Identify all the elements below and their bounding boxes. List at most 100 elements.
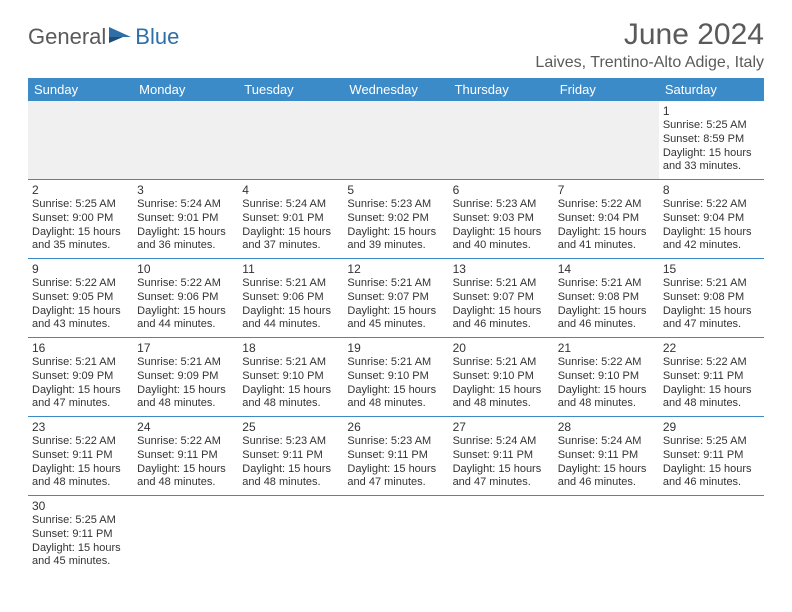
sunrise-text: Sunrise: 5:21 AM xyxy=(453,356,550,370)
daylight-text: Daylight: 15 hours and 33 minutes. xyxy=(663,147,760,175)
daylight-text: Daylight: 15 hours and 41 minutes. xyxy=(558,226,655,254)
location-text: Laives, Trentino-Alto Adige, Italy xyxy=(535,54,764,72)
calendar-cell xyxy=(238,101,343,180)
daylight-text: Daylight: 15 hours and 47 minutes. xyxy=(663,305,760,333)
day-number: 5 xyxy=(347,183,444,197)
day-number: 11 xyxy=(242,262,339,276)
calendar-body: 1Sunrise: 5:25 AMSunset: 8:59 PMDaylight… xyxy=(28,101,764,574)
sunset-text: Sunset: 9:03 PM xyxy=(453,212,550,226)
sunset-text: Sunset: 9:11 PM xyxy=(453,449,550,463)
weekday-header: Saturday xyxy=(659,78,764,101)
calendar-cell xyxy=(449,496,554,575)
calendar-cell: 12Sunrise: 5:21 AMSunset: 9:07 PMDayligh… xyxy=(343,259,448,338)
calendar-cell: 30Sunrise: 5:25 AMSunset: 9:11 PMDayligh… xyxy=(28,496,133,575)
sunrise-text: Sunrise: 5:24 AM xyxy=(137,198,234,212)
brand-text-2: Blue xyxy=(135,24,179,50)
calendar-cell xyxy=(28,101,133,180)
calendar-cell: 4Sunrise: 5:24 AMSunset: 9:01 PMDaylight… xyxy=(238,180,343,259)
calendar-cell: 18Sunrise: 5:21 AMSunset: 9:10 PMDayligh… xyxy=(238,338,343,417)
sunrise-text: Sunrise: 5:21 AM xyxy=(347,277,444,291)
sunset-text: Sunset: 9:11 PM xyxy=(663,449,760,463)
weekday-header: Wednesday xyxy=(343,78,448,101)
weekday-header: Tuesday xyxy=(238,78,343,101)
day-number: 20 xyxy=(453,341,550,355)
calendar-cell: 24Sunrise: 5:22 AMSunset: 9:11 PMDayligh… xyxy=(133,417,238,496)
calendar-cell xyxy=(133,101,238,180)
sunset-text: Sunset: 9:11 PM xyxy=(32,449,129,463)
calendar-cell: 5Sunrise: 5:23 AMSunset: 9:02 PMDaylight… xyxy=(343,180,448,259)
sunrise-text: Sunrise: 5:25 AM xyxy=(663,435,760,449)
month-title: June 2024 xyxy=(535,18,764,52)
calendar-cell: 7Sunrise: 5:22 AMSunset: 9:04 PMDaylight… xyxy=(554,180,659,259)
sunrise-text: Sunrise: 5:23 AM xyxy=(242,435,339,449)
day-number: 3 xyxy=(137,183,234,197)
calendar-row: 9Sunrise: 5:22 AMSunset: 9:05 PMDaylight… xyxy=(28,259,764,338)
header: General Blue June 2024 Laives, Trentino-… xyxy=(28,18,764,72)
day-number: 15 xyxy=(663,262,760,276)
sunset-text: Sunset: 9:06 PM xyxy=(242,291,339,305)
day-number: 28 xyxy=(558,420,655,434)
weekday-header: Friday xyxy=(554,78,659,101)
sunrise-text: Sunrise: 5:21 AM xyxy=(242,277,339,291)
calendar-cell: 3Sunrise: 5:24 AMSunset: 9:01 PMDaylight… xyxy=(133,180,238,259)
sunrise-text: Sunrise: 5:25 AM xyxy=(663,119,760,133)
calendar-cell: 8Sunrise: 5:22 AMSunset: 9:04 PMDaylight… xyxy=(659,180,764,259)
daylight-text: Daylight: 15 hours and 48 minutes. xyxy=(347,384,444,412)
daylight-text: Daylight: 15 hours and 46 minutes. xyxy=(663,463,760,491)
daylight-text: Daylight: 15 hours and 48 minutes. xyxy=(32,463,129,491)
day-number: 17 xyxy=(137,341,234,355)
day-number: 30 xyxy=(32,499,129,513)
calendar-cell xyxy=(554,101,659,180)
calendar-cell: 20Sunrise: 5:21 AMSunset: 9:10 PMDayligh… xyxy=(449,338,554,417)
sunrise-text: Sunrise: 5:22 AM xyxy=(32,277,129,291)
calendar-cell: 14Sunrise: 5:21 AMSunset: 9:08 PMDayligh… xyxy=(554,259,659,338)
calendar-cell: 29Sunrise: 5:25 AMSunset: 9:11 PMDayligh… xyxy=(659,417,764,496)
sunrise-text: Sunrise: 5:21 AM xyxy=(453,277,550,291)
calendar-cell: 28Sunrise: 5:24 AMSunset: 9:11 PMDayligh… xyxy=(554,417,659,496)
calendar-cell: 19Sunrise: 5:21 AMSunset: 9:10 PMDayligh… xyxy=(343,338,448,417)
day-number: 26 xyxy=(347,420,444,434)
daylight-text: Daylight: 15 hours and 46 minutes. xyxy=(453,305,550,333)
daylight-text: Daylight: 15 hours and 37 minutes. xyxy=(242,226,339,254)
daylight-text: Daylight: 15 hours and 48 minutes. xyxy=(558,384,655,412)
sunset-text: Sunset: 9:01 PM xyxy=(137,212,234,226)
daylight-text: Daylight: 15 hours and 47 minutes. xyxy=(347,463,444,491)
sunrise-text: Sunrise: 5:21 AM xyxy=(242,356,339,370)
sunrise-text: Sunrise: 5:22 AM xyxy=(558,198,655,212)
calendar-cell xyxy=(659,496,764,575)
daylight-text: Daylight: 15 hours and 40 minutes. xyxy=(453,226,550,254)
calendar-cell: 11Sunrise: 5:21 AMSunset: 9:06 PMDayligh… xyxy=(238,259,343,338)
day-number: 4 xyxy=(242,183,339,197)
sunrise-text: Sunrise: 5:21 AM xyxy=(137,356,234,370)
daylight-text: Daylight: 15 hours and 46 minutes. xyxy=(558,463,655,491)
sunset-text: Sunset: 9:11 PM xyxy=(32,528,129,542)
calendar-row: 2Sunrise: 5:25 AMSunset: 9:00 PMDaylight… xyxy=(28,180,764,259)
sunrise-text: Sunrise: 5:24 AM xyxy=(453,435,550,449)
day-number: 27 xyxy=(453,420,550,434)
sunrise-text: Sunrise: 5:21 AM xyxy=(32,356,129,370)
calendar-cell: 1Sunrise: 5:25 AMSunset: 8:59 PMDaylight… xyxy=(659,101,764,180)
sunset-text: Sunset: 9:10 PM xyxy=(242,370,339,384)
daylight-text: Daylight: 15 hours and 46 minutes. xyxy=(558,305,655,333)
calendar-cell: 17Sunrise: 5:21 AMSunset: 9:09 PMDayligh… xyxy=(133,338,238,417)
daylight-text: Daylight: 15 hours and 35 minutes. xyxy=(32,226,129,254)
daylight-text: Daylight: 15 hours and 47 minutes. xyxy=(453,463,550,491)
brand-text-1: General xyxy=(28,24,106,50)
sunrise-text: Sunrise: 5:21 AM xyxy=(347,356,444,370)
sunrise-text: Sunrise: 5:24 AM xyxy=(242,198,339,212)
calendar-cell: 6Sunrise: 5:23 AMSunset: 9:03 PMDaylight… xyxy=(449,180,554,259)
sunset-text: Sunset: 9:10 PM xyxy=(453,370,550,384)
weekday-header: Monday xyxy=(133,78,238,101)
sunset-text: Sunset: 9:10 PM xyxy=(558,370,655,384)
daylight-text: Daylight: 15 hours and 44 minutes. xyxy=(137,305,234,333)
calendar-cell: 27Sunrise: 5:24 AMSunset: 9:11 PMDayligh… xyxy=(449,417,554,496)
title-block: June 2024 Laives, Trentino-Alto Adige, I… xyxy=(535,18,764,72)
sunrise-text: Sunrise: 5:23 AM xyxy=(453,198,550,212)
calendar-cell xyxy=(343,101,448,180)
sunrise-text: Sunrise: 5:22 AM xyxy=(663,356,760,370)
day-number: 13 xyxy=(453,262,550,276)
sunset-text: Sunset: 9:11 PM xyxy=(347,449,444,463)
sunset-text: Sunset: 9:11 PM xyxy=(663,370,760,384)
sunset-text: Sunset: 9:04 PM xyxy=(663,212,760,226)
brand-logo: General Blue xyxy=(28,24,179,50)
